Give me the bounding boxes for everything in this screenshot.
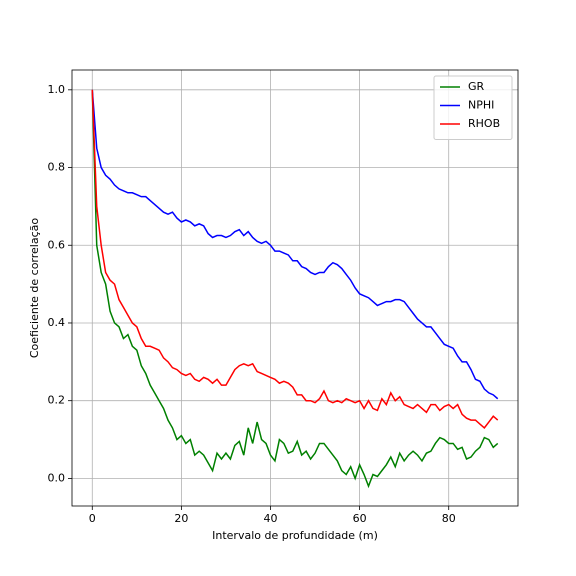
plot-frame	[71, 69, 519, 507]
y-tick-label: 0.2	[48, 394, 66, 407]
line-series	[91, 89, 499, 489]
line-series	[91, 89, 499, 400]
x-tick-label: 0	[89, 512, 96, 525]
x-tick-label: 60	[353, 512, 367, 525]
line-series	[91, 89, 499, 429]
y-tick-label: 0.8	[48, 161, 66, 174]
x-tick-label: 80	[442, 512, 456, 525]
legend: GR NPHI RHOB	[433, 75, 513, 140]
x-axis-label: Intervalo de profundidade (m)	[212, 529, 378, 542]
legend-label: GR	[468, 80, 485, 93]
x-tick-label: 20	[174, 512, 188, 525]
y-tick-label: 0.0	[48, 471, 66, 484]
legend-label: RHOB	[468, 117, 500, 130]
y-tick-label: 0.4	[48, 316, 66, 329]
legend-label: NPHI	[468, 99, 494, 112]
y-tick-label: 0.6	[48, 238, 66, 251]
y-axis-label: Coeficiente de correlação	[28, 218, 41, 359]
y-tick-label: 1.0	[48, 83, 66, 96]
x-tick-label: 40	[263, 512, 277, 525]
